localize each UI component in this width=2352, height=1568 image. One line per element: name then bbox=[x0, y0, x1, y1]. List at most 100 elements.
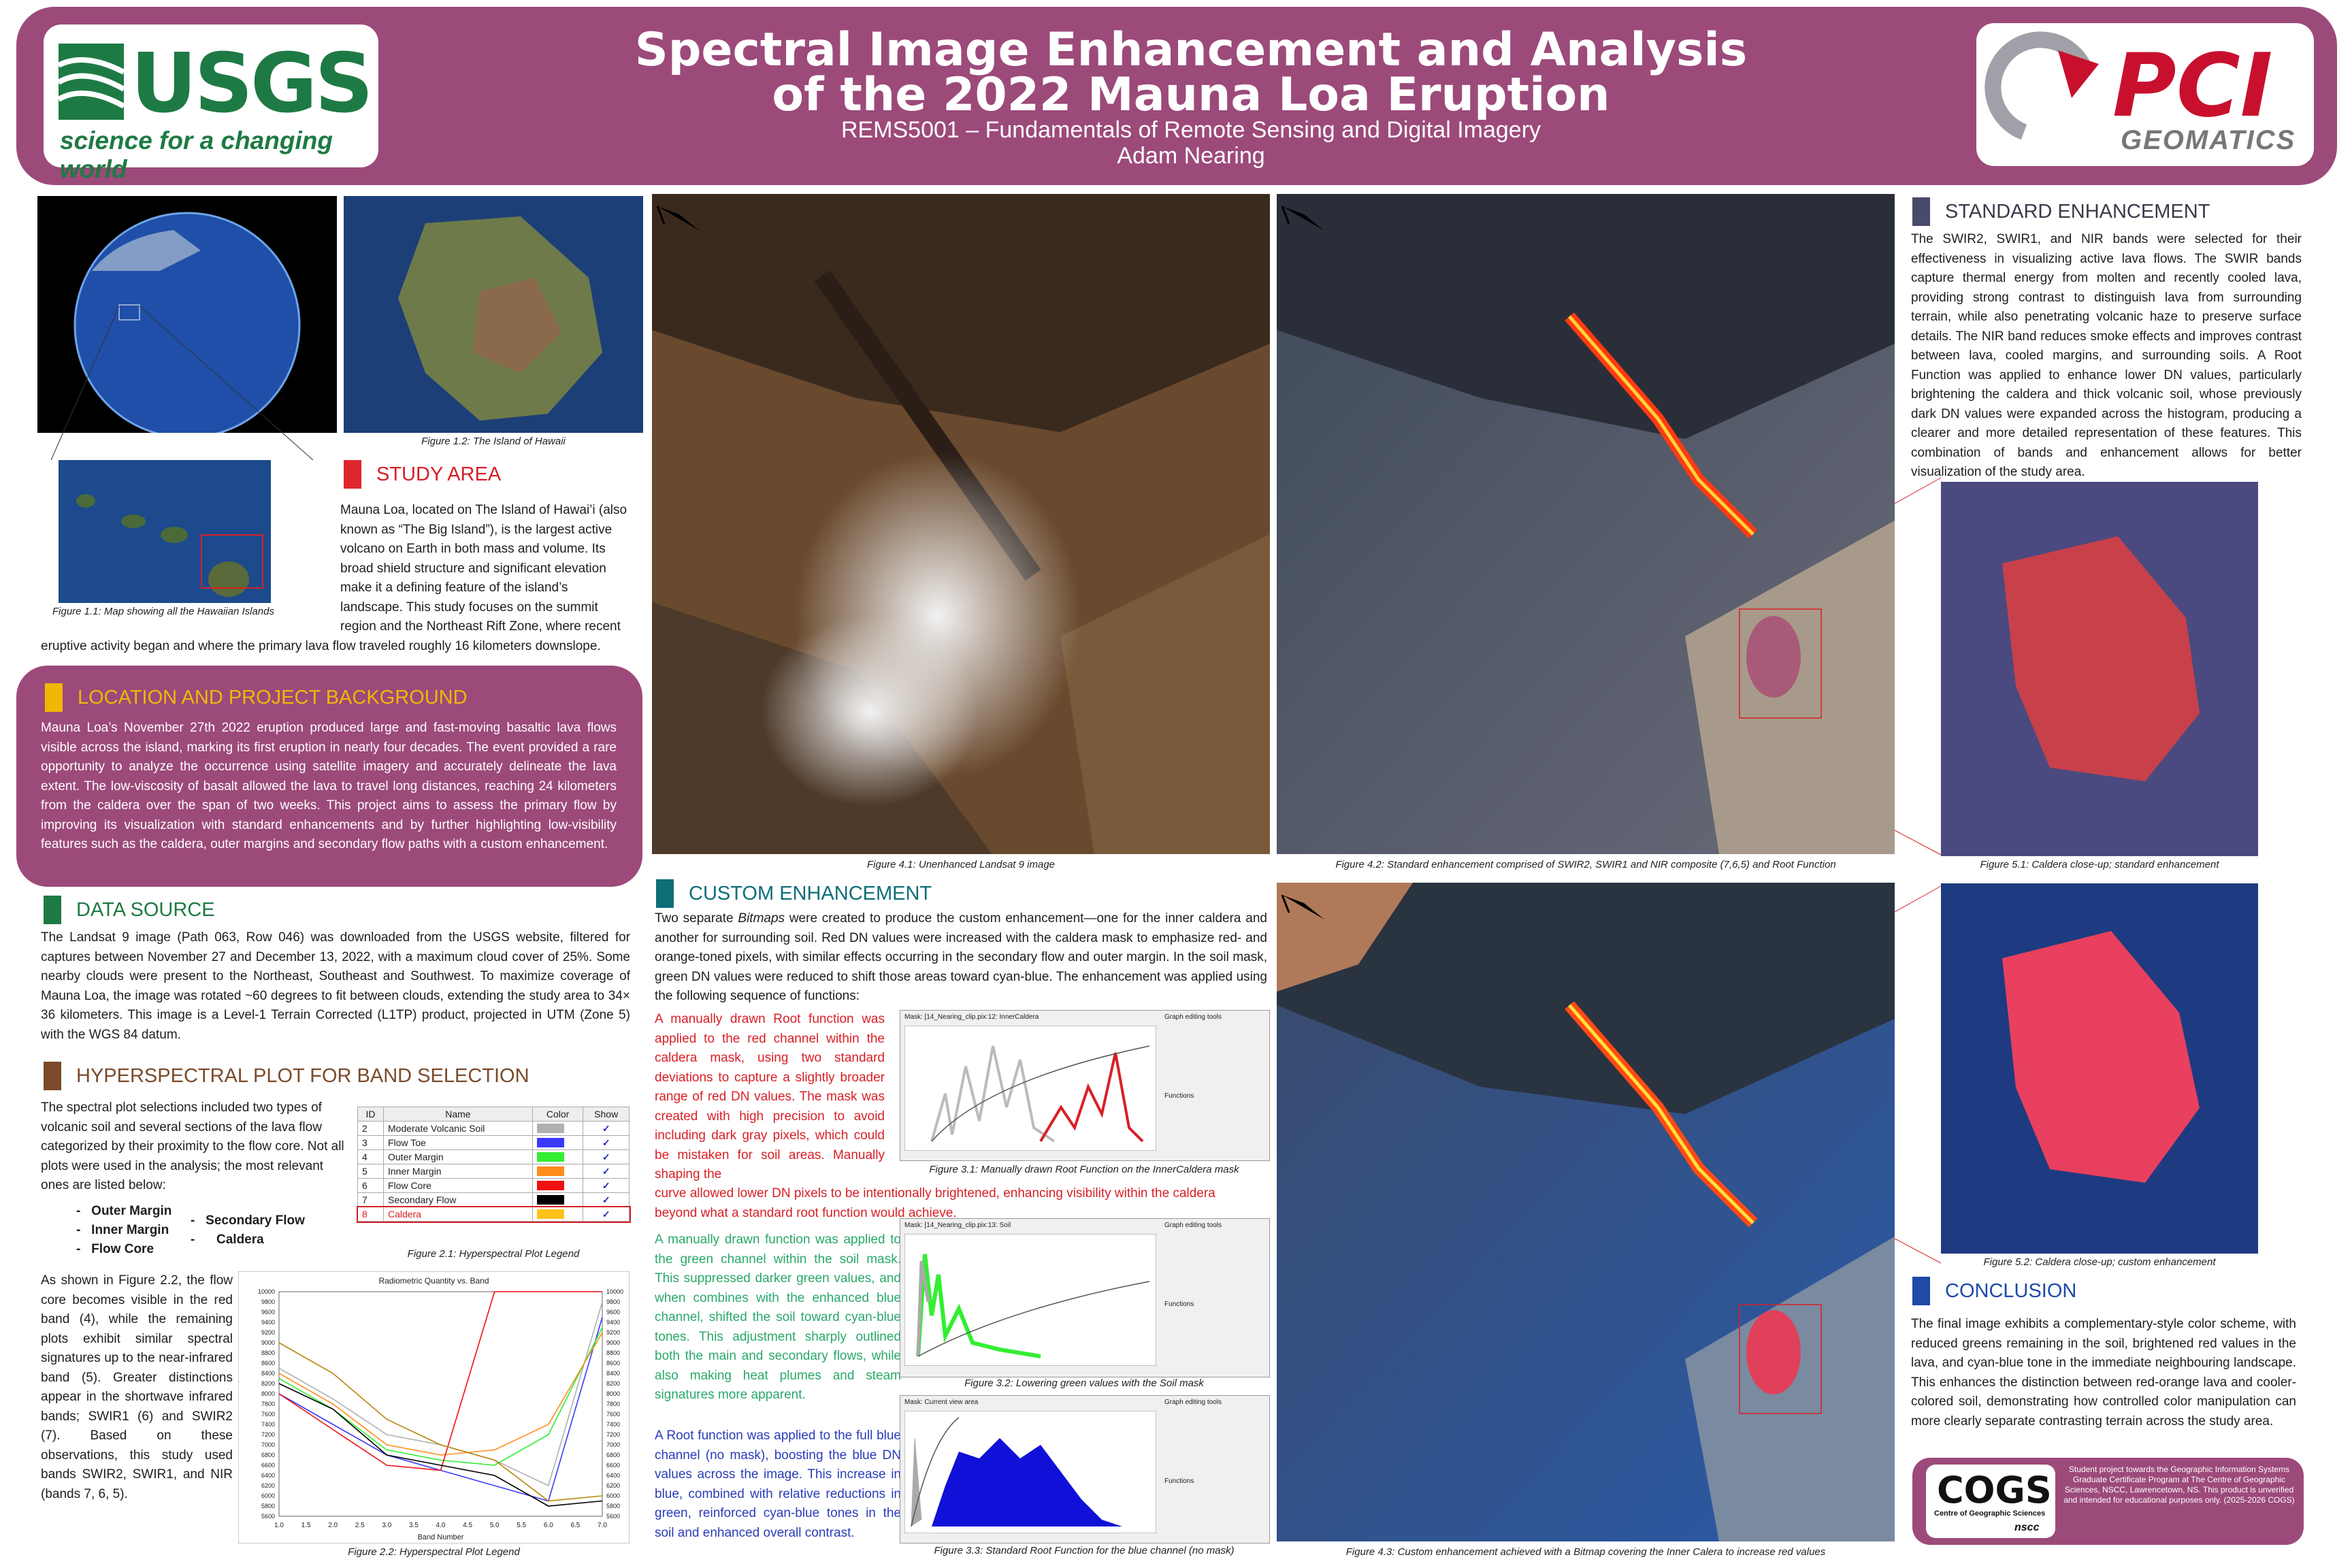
poster-title-line1: Spectral Image Enhancement and Analysis bbox=[634, 23, 1748, 77]
y-tick-label-right: 8800 bbox=[606, 1350, 620, 1356]
y-tick-label: 6000 bbox=[261, 1492, 275, 1499]
figure-3-1-caption: Figure 3.1: Manually drawn Root Function… bbox=[929, 1164, 1239, 1175]
mask-select[interactable]: Mask: [14_Nearing_clip.pix:13: Soil bbox=[904, 1222, 1011, 1229]
zoom-lines bbox=[1895, 885, 1942, 1264]
red-histogram bbox=[904, 1026, 1156, 1151]
legend-row[interactable]: 8 Caldera ✓ bbox=[356, 1205, 631, 1223]
legend-row[interactable]: 7 Secondary Flow ✓ bbox=[357, 1192, 630, 1207]
figure-1-1-caption: Figure 1.1: Map showing all the Hawaiian… bbox=[52, 606, 274, 617]
legend-name: Inner Margin bbox=[383, 1164, 533, 1179]
pci-logo: PCI GEOMATICS bbox=[1976, 23, 2314, 166]
legend-id: 3 bbox=[357, 1135, 384, 1150]
pci-swirl-icon bbox=[1984, 31, 2099, 140]
x-tick-label: 3.0 bbox=[382, 1522, 391, 1529]
legend-row[interactable]: 3 Flow Toe ✓ bbox=[357, 1135, 630, 1150]
legend-color-swatch bbox=[532, 1207, 584, 1222]
usgs-wave-icon bbox=[56, 44, 125, 120]
y-tick-label: 7200 bbox=[261, 1431, 275, 1438]
x-tick-label: 5.5 bbox=[517, 1522, 526, 1529]
legend-show-checkbox[interactable]: ✓ bbox=[583, 1178, 630, 1193]
mask-select[interactable]: Mask: [14_Nearing_clip.pix:12: InnerCald… bbox=[904, 1013, 1039, 1021]
y-tick-label-right: 6600 bbox=[606, 1462, 620, 1469]
y-tick-label: 8000 bbox=[261, 1390, 275, 1397]
y-tick-label-right: 5800 bbox=[606, 1503, 620, 1509]
y-tick-label-right: 6400 bbox=[606, 1472, 620, 1479]
text-float-spacer bbox=[41, 501, 340, 630]
custom-enhancement-heading: CUSTOM ENHANCEMENT bbox=[656, 879, 932, 908]
y-tick-label: 7000 bbox=[261, 1441, 275, 1448]
graph-tools-label: Graph editing tools bbox=[1164, 1399, 1222, 1406]
y-tick-label: 9800 bbox=[261, 1298, 275, 1305]
y-tick-label: 9000 bbox=[261, 1339, 275, 1346]
y-tick-label: 9200 bbox=[261, 1329, 275, 1336]
legend-show-checkbox[interactable]: ✓ bbox=[583, 1192, 630, 1207]
y-tick-label-right: 9400 bbox=[606, 1319, 620, 1326]
y-tick-label: 6400 bbox=[261, 1472, 275, 1479]
y-tick-label: 5600 bbox=[261, 1513, 275, 1520]
functions-label: Functions bbox=[1164, 1092, 1194, 1100]
x-tick-label: 4.0 bbox=[436, 1522, 446, 1529]
legend-name: Secondary Flow bbox=[383, 1192, 533, 1207]
x-tick-label: 1.0 bbox=[274, 1522, 284, 1529]
chart-title: Radiometric Quantity vs. Band bbox=[378, 1276, 489, 1286]
legend-show-checkbox[interactable]: ✓ bbox=[583, 1207, 630, 1222]
north-arrow-icon bbox=[1281, 206, 1324, 231]
red-channel-text: A manually drawn Root function was appli… bbox=[655, 1012, 885, 1181]
nscc-wordmark: nscc bbox=[2014, 1522, 2040, 1533]
y-tick-label-right: 9800 bbox=[606, 1298, 620, 1305]
usgs-wordmark: USGS bbox=[131, 37, 374, 131]
legend-row[interactable]: 6 Flow Core ✓ bbox=[357, 1178, 630, 1193]
legend-show-checkbox[interactable]: ✓ bbox=[583, 1121, 630, 1136]
figure-2-2-caption: Figure 2.2: Hyperspectral Plot Legend bbox=[348, 1546, 520, 1558]
legend-row[interactable]: 2 Moderate Volcanic Soil ✓ bbox=[357, 1121, 630, 1136]
legend-show-checkbox[interactable]: ✓ bbox=[583, 1164, 630, 1179]
caldera-closeup-custom bbox=[1941, 883, 2258, 1254]
heading-bar bbox=[1912, 1277, 1930, 1305]
series-line bbox=[278, 1342, 603, 1502]
x-tick-label: 7.0 bbox=[598, 1522, 607, 1529]
color-swatch bbox=[536, 1152, 564, 1162]
figure-4-2-caption: Figure 4.2: Standard enhancement compris… bbox=[1335, 859, 1836, 870]
list-item: - Caldera bbox=[191, 1232, 264, 1247]
legend-table: ID Name Color Show 2 Moderate Volcanic So… bbox=[356, 1107, 631, 1223]
y-tick-label-right: 8000 bbox=[606, 1390, 620, 1397]
y-tick-label: 6800 bbox=[261, 1452, 275, 1458]
functions-label: Functions bbox=[1164, 1301, 1194, 1308]
conclusion-heading: CONCLUSION bbox=[1912, 1277, 2076, 1305]
pci-wordmark: PCI bbox=[2112, 35, 2273, 137]
y-tick-label-right: 6200 bbox=[606, 1482, 620, 1489]
legend-show-checkbox[interactable]: ✓ bbox=[583, 1149, 630, 1164]
x-tick-label: 3.5 bbox=[409, 1522, 419, 1529]
hyperspectral-plot: Radiometric Quantity vs. Band Band Number… bbox=[238, 1271, 630, 1544]
custom-enhancement-image bbox=[1277, 883, 1895, 1541]
spectral-chart-svg: Radiometric Quantity vs. Band Band Number… bbox=[238, 1271, 630, 1544]
legend-id: 8 bbox=[357, 1207, 384, 1222]
legend-row[interactable]: 5 Inner Margin ✓ bbox=[357, 1164, 630, 1179]
legend-show-checkbox[interactable]: ✓ bbox=[583, 1135, 630, 1150]
zoom-lines bbox=[50, 306, 314, 461]
legend-id: 6 bbox=[357, 1178, 384, 1193]
hawaiian-islands-map bbox=[59, 460, 271, 603]
custom-enhancement-intro: Two separate Bitmaps were created to pro… bbox=[655, 911, 1267, 1003]
color-swatch bbox=[536, 1181, 564, 1190]
footer-note: Student project towards the Geographic I… bbox=[2063, 1465, 2295, 1505]
legend-id: 7 bbox=[357, 1192, 384, 1207]
hawaii-island-image bbox=[344, 196, 643, 433]
y-tick-label-right: 7600 bbox=[606, 1411, 620, 1418]
list-item: - Secondary Flow bbox=[191, 1213, 305, 1228]
y-tick-label-right: 9600 bbox=[606, 1309, 620, 1316]
legend-row[interactable]: 4 Outer Margin ✓ bbox=[357, 1149, 630, 1164]
series-line bbox=[278, 1332, 603, 1456]
standard-enhancement-image bbox=[1277, 194, 1895, 854]
y-tick-label-right: 5600 bbox=[606, 1513, 620, 1520]
y-tick-label-right: 6000 bbox=[606, 1492, 620, 1499]
heading-bar bbox=[45, 683, 63, 712]
heading-bar bbox=[344, 460, 361, 489]
heading-bar bbox=[656, 879, 674, 908]
data-source-heading: DATA SOURCE bbox=[44, 896, 215, 924]
cogs-subtitle: Centre of Geographic Sciences bbox=[1934, 1509, 2046, 1518]
mask-select[interactable]: Mask: Current view area bbox=[904, 1399, 979, 1406]
color-swatch bbox=[536, 1124, 564, 1133]
y-tick-label: 6600 bbox=[261, 1462, 275, 1469]
blue-histogram bbox=[904, 1411, 1156, 1533]
